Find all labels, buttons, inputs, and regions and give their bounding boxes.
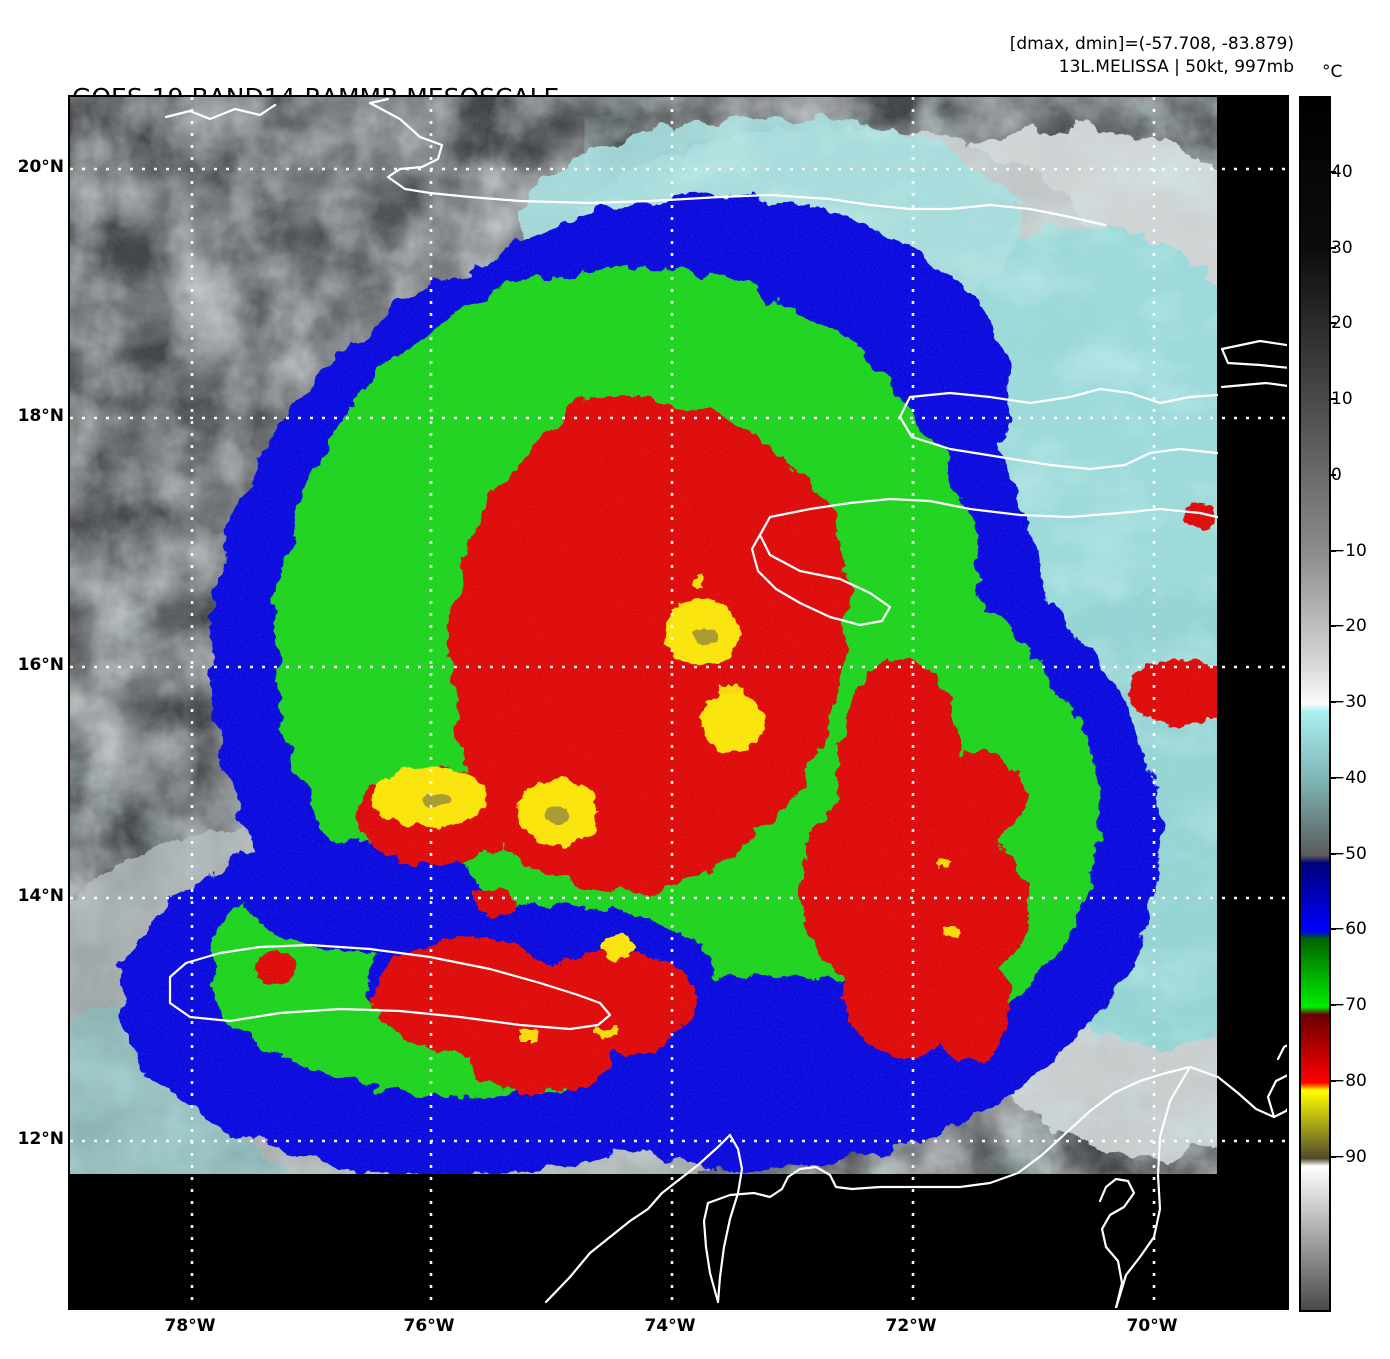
colorbar-tick-minus20: −20: [1331, 616, 1367, 637]
dmax-dmin-readout: [dmax, dmin]=(-57.708, -83.879): [1009, 34, 1294, 54]
lat-tick-14n: 14°N: [17, 886, 64, 906]
colorbar-tick-mark: [1329, 1079, 1336, 1082]
metadata-block: [dmax, dmin]=(-57.708, -83.879) 13L.MELI…: [1010, 33, 1294, 79]
colorbar-tick-minus60: −60: [1331, 919, 1367, 940]
lat-tick-18n: 18°N: [17, 406, 64, 426]
colorbar-tick-mark: [1329, 322, 1336, 325]
lat-tick-12n: 12°N: [17, 1129, 64, 1149]
colorbar-tick-40: 40: [1331, 161, 1353, 182]
colorbar-tick-minus90: −90: [1331, 1146, 1367, 1167]
colorbar-tick-mark: [1329, 398, 1336, 400]
colorbar-tick-minus70: −70: [1331, 995, 1367, 1015]
temperature-colorbar[interactable]: [1299, 96, 1331, 1312]
lon-tick-72w: 72°W: [885, 1316, 937, 1336]
coastline-overlay: [164, 97, 1287, 1308]
colorbar-tick-mark: [1329, 1155, 1336, 1158]
colorbar-tick-mark: [1329, 776, 1336, 779]
colorbar-tick-minus80: −80: [1331, 1070, 1367, 1091]
colorbar-tick-0: 0: [1331, 464, 1342, 485]
colorbar-tick-mark: [1329, 701, 1336, 703]
satellite-image-plot[interactable]: Copyright © 2020-2025 Dapiya: [68, 95, 1289, 1310]
colorbar-tick-mark: [1329, 246, 1336, 249]
colorbar-tick-minus30: −30: [1331, 692, 1367, 712]
lon-tick-78w: 78°W: [164, 1316, 216, 1336]
colorbar-gradient: [1301, 98, 1329, 1310]
colorbar-tick-30: 30: [1331, 237, 1353, 258]
colorbar-tick-minus10: −10: [1331, 540, 1367, 561]
lat-tick-20n: 20°N: [17, 157, 64, 177]
colorbar-tick-mark: [1329, 852, 1336, 855]
colorbar-unit-label: °C: [1322, 62, 1343, 82]
lon-tick-70w: 70°W: [1126, 1316, 1178, 1336]
colorbar-tick-minus50: −50: [1331, 843, 1367, 864]
colorbar-tick-mark: [1329, 1004, 1336, 1006]
lon-tick-74w: 74°W: [644, 1316, 696, 1336]
satellite-infrared-imagery: [70, 97, 1287, 1308]
colorbar-tick-10: 10: [1331, 389, 1353, 409]
storm-info-readout: 13L.MELISSA | 50kt, 997mb: [1058, 57, 1294, 77]
lon-tick-76w: 76°W: [403, 1316, 455, 1336]
colorbar-tick-mark: [1329, 473, 1336, 476]
lat-tick-16n: 16°N: [17, 655, 64, 675]
colorbar-tick-minus40: −40: [1331, 767, 1367, 788]
colorbar-tick-mark: [1329, 170, 1336, 173]
colorbar-tick-20: 20: [1331, 313, 1353, 334]
colorbar-tick-mark: [1329, 549, 1336, 552]
graticule-grid: [70, 97, 1287, 1308]
colorbar-tick-mark: [1329, 928, 1336, 931]
colorbar-tick-mark: [1329, 625, 1336, 628]
